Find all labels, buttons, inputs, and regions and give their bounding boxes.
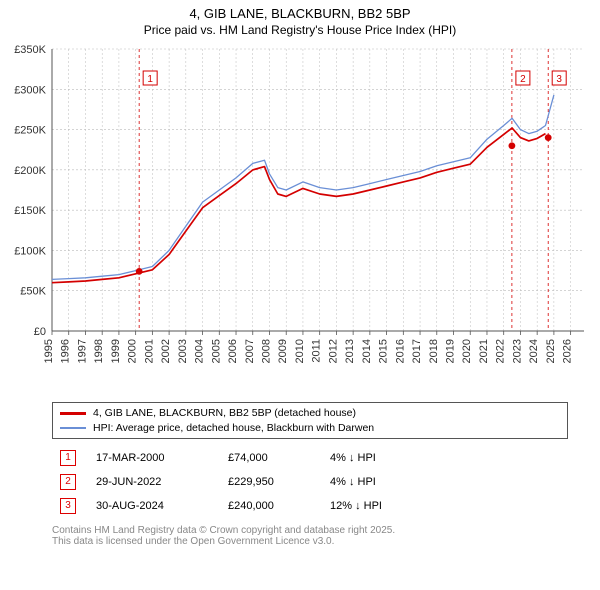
y-tick-label: £0 (34, 326, 46, 338)
event-date: 30-AUG-2024 (90, 495, 220, 517)
event-marker-label: 2 (520, 74, 526, 85)
page-subtitle: Price paid vs. HM Land Registry's House … (0, 23, 600, 43)
y-tick-label: £50K (20, 286, 46, 298)
event-dot (136, 268, 143, 275)
x-tick-label: 2022 (495, 339, 507, 363)
legend-item-price-paid: 4, GIB LANE, BLACKBURN, BB2 5BP (detache… (60, 406, 560, 421)
x-tick-label: 2025 (545, 339, 557, 363)
event-marker-icon: 3 (60, 498, 76, 514)
x-tick-label: 1995 (43, 339, 55, 363)
table-row: 3 30-AUG-2024£240,00012% ↓ HPI (54, 495, 434, 517)
event-marker-cell: 2 (54, 471, 88, 493)
page-title: 4, GIB LANE, BLACKBURN, BB2 5BP (0, 0, 600, 23)
x-tick-label: 2026 (562, 339, 574, 363)
x-tick-label: 2013 (344, 339, 356, 363)
price-chart: £0 £50K £100K £150K £200K £250K £300K £350K 1995… (0, 43, 600, 398)
x-tick-label: 2009 (277, 339, 289, 363)
event-diff: 4% ↓ HPI (324, 447, 434, 469)
event-dot (545, 134, 552, 141)
footer-line: This data is licensed under the Open Gov… (52, 536, 568, 547)
legend-label: 4, GIB LANE, BLACKBURN, BB2 5BP (detache… (93, 406, 356, 421)
y-tick-label: £200K (14, 165, 46, 177)
x-tick-label: 2006 (227, 339, 239, 363)
legend: 4, GIB LANE, BLACKBURN, BB2 5BP (detache… (52, 402, 568, 439)
x-tick-label: 2008 (260, 339, 272, 363)
x-tick-label: 1996 (60, 339, 72, 363)
event-marker-cell: 1 (54, 447, 88, 469)
table-row: 2 29-JUN-2022£229,9504% ↓ HPI (54, 471, 434, 493)
x-tick-label: 2021 (478, 339, 490, 363)
y-tick-label: £300K (14, 84, 46, 96)
y-tick-label: £100K (14, 245, 46, 257)
event-diff: 4% ↓ HPI (324, 471, 434, 493)
x-tick-label: 2003 (177, 339, 189, 363)
legend-swatch (60, 412, 86, 415)
x-tick-label: 2017 (411, 339, 423, 363)
x-tick-label: 2019 (445, 339, 457, 363)
x-tick-label: 2010 (294, 339, 306, 363)
event-price: £74,000 (222, 447, 322, 469)
x-tick-label: 2002 (160, 339, 172, 363)
x-tick-label: 2005 (210, 339, 222, 363)
event-price: £229,950 (222, 471, 322, 493)
y-tick-label: £350K (14, 44, 46, 56)
x-tick-label: 1999 (110, 339, 122, 363)
event-diff: 12% ↓ HPI (324, 495, 434, 517)
legend-label: HPI: Average price, detached house, Blac… (93, 421, 374, 436)
x-tick-label: 2007 (244, 339, 256, 363)
x-tick-label: 2012 (327, 339, 339, 363)
x-tick-label: 1998 (93, 339, 105, 363)
x-tick-label: 2016 (394, 339, 406, 363)
x-tick-label: 2024 (528, 339, 540, 363)
event-dot (508, 142, 515, 149)
x-tick-label: 2011 (311, 339, 323, 363)
x-tick-label: 2001 (143, 339, 155, 363)
x-tick-label: 2015 (378, 339, 390, 363)
events-table: 1 17-MAR-2000£74,0004% ↓ HPI 2 29-JUN-2022£… (52, 445, 436, 519)
legend-item-hpi: HPI: Average price, detached house, Blac… (60, 421, 560, 436)
x-tick-label: 2004 (194, 339, 206, 363)
x-tick-label: 2018 (428, 339, 440, 363)
event-date: 29-JUN-2022 (90, 471, 220, 493)
event-price: £240,000 (222, 495, 322, 517)
y-tick-label: £150K (14, 205, 46, 217)
event-date: 17-MAR-2000 (90, 447, 220, 469)
y-tick-label: £250K (14, 125, 46, 137)
x-tick-label: 2020 (461, 339, 473, 363)
event-marker-cell: 3 (54, 495, 88, 517)
x-tick-label: 2000 (127, 339, 139, 363)
x-tick-label: 2023 (511, 339, 523, 363)
event-marker-label: 3 (556, 74, 562, 85)
footer: Contains HM Land Registry data © Crown c… (52, 525, 568, 547)
legend-swatch (60, 427, 86, 430)
x-tick-label: 2014 (361, 339, 373, 363)
event-marker-icon: 1 (60, 450, 76, 466)
chart-svg: £0 £50K £100K £150K £200K £250K £300K £350K 1995… (0, 43, 600, 398)
event-marker-icon: 2 (60, 474, 76, 490)
table-row: 1 17-MAR-2000£74,0004% ↓ HPI (54, 447, 434, 469)
footer-line: Contains HM Land Registry data © Crown c… (52, 525, 568, 536)
event-marker-label: 1 (147, 74, 153, 85)
x-tick-label: 1997 (76, 339, 88, 363)
